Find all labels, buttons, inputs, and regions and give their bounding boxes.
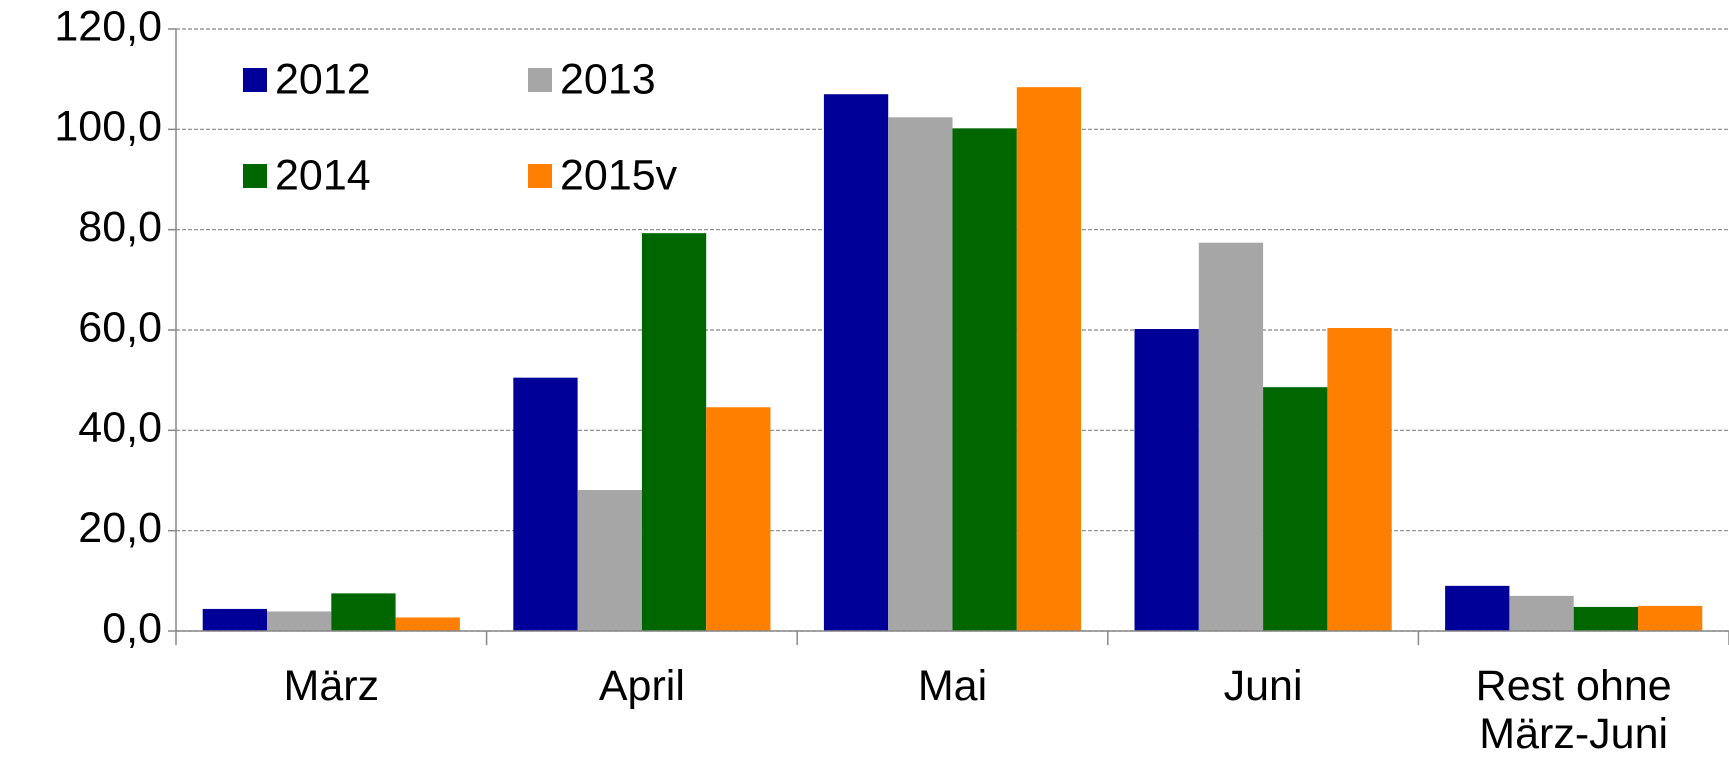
x-tick-label: April <box>598 662 685 710</box>
bar <box>1573 606 1638 631</box>
legend-swatch <box>243 68 267 92</box>
bar <box>1263 387 1328 631</box>
bar <box>1134 328 1199 631</box>
x-tick-label: Mai <box>917 662 988 710</box>
bar <box>1327 327 1392 631</box>
bar <box>395 617 460 631</box>
y-tick-label: 100,0 <box>54 103 162 151</box>
x-tick-label: März <box>283 662 380 710</box>
bar <box>513 377 578 631</box>
y-tick-label: 20,0 <box>78 504 162 552</box>
x-tick-label: Juni <box>1223 662 1303 710</box>
bar <box>331 593 396 631</box>
y-tick-label: 120,0 <box>54 2 162 50</box>
y-tick-label: 0,0 <box>102 604 162 652</box>
bar <box>577 490 642 631</box>
bar <box>267 611 332 631</box>
legend-label: 2014 <box>275 151 371 199</box>
legend-label: 2015v <box>560 151 678 199</box>
bar <box>1445 585 1510 631</box>
bar <box>1016 87 1082 631</box>
bar <box>823 94 889 631</box>
bar <box>888 117 953 631</box>
legend-label: 2013 <box>560 55 656 103</box>
legend-label: 2012 <box>275 55 371 103</box>
legend-swatch <box>528 68 552 92</box>
bar <box>202 608 268 631</box>
bar <box>1198 242 1264 631</box>
bar <box>1637 605 1703 631</box>
y-tick-label: 60,0 <box>78 303 162 351</box>
bar <box>952 128 1017 631</box>
bar <box>641 233 707 631</box>
legend-swatch <box>243 164 267 188</box>
y-tick-label: 80,0 <box>78 203 162 251</box>
y-tick-label: 40,0 <box>78 404 162 452</box>
bar <box>706 407 771 631</box>
bar <box>1509 595 1574 631</box>
legend-swatch <box>528 164 552 188</box>
x-tick-label: Rest ohne März-Juni <box>1475 662 1672 758</box>
